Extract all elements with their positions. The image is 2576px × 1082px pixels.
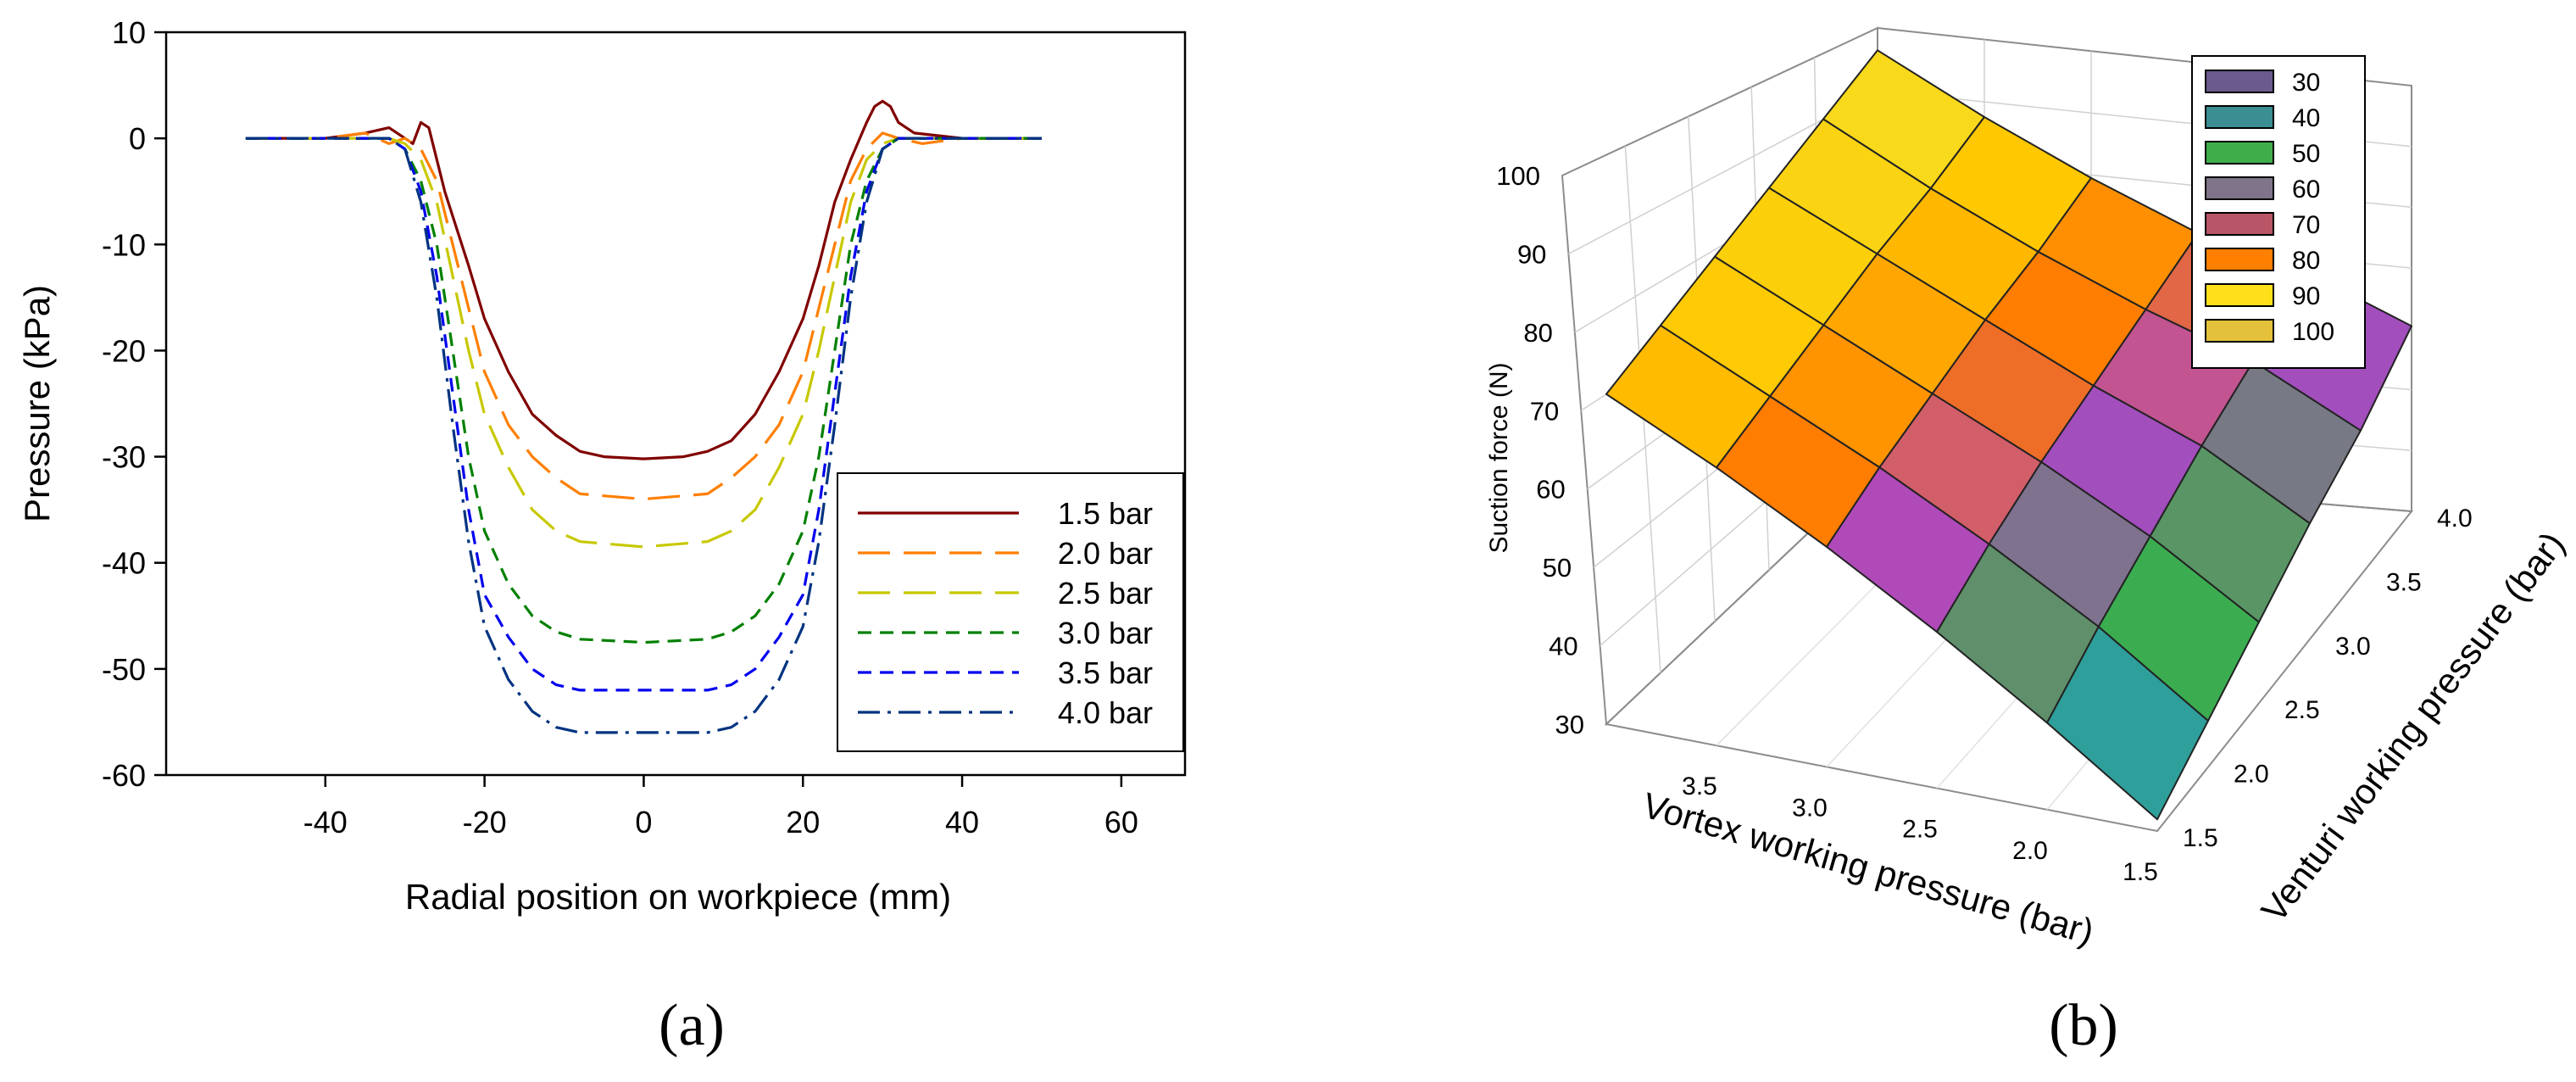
x-tick-label: 0 — [635, 805, 652, 839]
y-tick-label: -60 — [102, 758, 146, 793]
venturi-tick-label: 2.0 — [2234, 761, 2269, 789]
y-tick-label: -50 — [102, 652, 146, 687]
x-tick-label: 40 — [945, 805, 979, 839]
series-line-2-0-bar — [245, 131, 1042, 501]
legend-swatch — [2205, 283, 2274, 307]
x-axis-label: Radial position on workpiece (mm) — [405, 877, 951, 917]
y-tick-label: -30 — [102, 440, 146, 475]
legend-label: 2.5 bar — [1058, 576, 1153, 611]
venturi-tick-label: 3.0 — [2335, 633, 2371, 661]
y-tick-label: 10 — [112, 15, 146, 50]
y-tick-label: -20 — [102, 333, 146, 368]
z-tick-label: 100 — [1496, 161, 1540, 191]
legend: 1.5 bar 2.0 bar 2.5 bar 3.0 bar 3.5 bar 4.0 b… — [837, 472, 1184, 752]
x-axis-ticks: -40 -20 0 20 40 60 — [303, 775, 1138, 839]
panel-label-a: (a) — [659, 993, 725, 1058]
z-tick-label: 80 — [1523, 318, 1552, 348]
legend-swatch — [2205, 141, 2274, 165]
legend-label: 80 — [2292, 247, 2320, 275]
legend-label: 100 — [2292, 318, 2334, 346]
venturi-tick-label: 3.5 — [2386, 568, 2422, 596]
vortex-tick-label: 3.0 — [1792, 794, 1828, 822]
z-tick-label: 60 — [1536, 475, 1565, 505]
legend-label: 60 — [2292, 176, 2320, 204]
legend-label: 1.5 bar — [1058, 496, 1153, 531]
y-axis-ticks: 10 0 -10 -20 -30 -40 -50 -60 — [102, 15, 166, 793]
legend-label: 2.0 bar — [1058, 536, 1153, 571]
z-axis-label: Suction force (N) — [1485, 362, 1513, 553]
legend-label: 3.5 bar — [1058, 655, 1153, 690]
legend-swatch — [2205, 319, 2274, 343]
z-axis-ticks: 30 40 50 60 70 80 90 100 — [1496, 161, 1584, 739]
y-tick-label: -10 — [102, 227, 146, 262]
y-axis-label: Pressure (kPa) — [17, 285, 57, 522]
legend-swatch — [2205, 248, 2274, 271]
legend-label: 30 — [2292, 69, 2320, 97]
legend-label: 4.0 bar — [1058, 695, 1153, 730]
y-tick-label: 0 — [129, 121, 146, 156]
legend-swatch — [2205, 176, 2274, 200]
x-tick-label: -20 — [463, 805, 507, 839]
legend-label: 40 — [2292, 104, 2320, 132]
x-tick-label: -40 — [303, 805, 348, 839]
colormap-legend: 30 40 50 60 70 80 90 100 — [2191, 55, 2366, 369]
floor — [1604, 466, 2413, 833]
panel-label-b: (b) — [2049, 993, 2118, 1058]
legend-label: 90 — [2292, 282, 2320, 310]
x-tick-label: 20 — [786, 805, 820, 839]
venturi-tick-label: 2.5 — [2284, 696, 2320, 724]
legend-swatch — [2205, 212, 2274, 236]
vortex-tick-label: 2.0 — [2012, 837, 2048, 865]
vortex-tick-label: 1.5 — [2123, 858, 2158, 886]
series-line-1-5-bar — [245, 99, 1042, 460]
vortex-axis-label: Vortex working pressure (bar) — [1639, 785, 2099, 952]
legend-box — [837, 472, 1184, 752]
z-tick-label: 90 — [1517, 239, 1546, 269]
z-tick-label: 50 — [1543, 553, 1572, 583]
plot-area-frame — [164, 31, 1187, 777]
series-line-3-5-bar — [245, 137, 1042, 692]
venturi-tick-label: 4.0 — [2437, 505, 2473, 533]
vortex-tick-label: 3.5 — [1682, 772, 1717, 800]
x-tick-label: 60 — [1104, 805, 1138, 839]
z-tick-label: 30 — [1555, 710, 1584, 739]
series-line-2-5-bar — [245, 137, 1042, 549]
legend-label: 70 — [2292, 211, 2320, 239]
panel-a-line-chart: 10 0 -10 -20 -30 -40 -50 -60 -40 -20 0 20 40 60 Pres… — [17, 15, 1187, 1058]
vortex-tick-label: 2.5 — [1902, 816, 1938, 844]
legend-swatch — [2205, 105, 2274, 129]
series-lines — [245, 99, 1042, 734]
venturi-axis-ticks: 1.5 2.0 2.5 3.0 3.5 4.0 — [2183, 505, 2473, 852]
y-tick-label: -40 — [102, 546, 146, 581]
z-tick-label: 40 — [1549, 632, 1577, 661]
venturi-tick-label: 1.5 — [2183, 824, 2218, 852]
z-tick-label: 70 — [1530, 396, 1559, 426]
series-line-4-0-bar — [245, 137, 1042, 734]
legend-label: 3.0 bar — [1058, 616, 1153, 650]
legend-swatch — [2205, 70, 2274, 93]
legend-label: 50 — [2292, 140, 2320, 168]
panel-b-surface-chart: 30 40 50 60 70 80 90 100 1.5 2.0 2.5 3.0 3.5 1.5 2.0… — [1485, 26, 2572, 1058]
vortex-axis-ticks: 1.5 2.0 2.5 3.0 3.5 — [1682, 772, 2158, 886]
